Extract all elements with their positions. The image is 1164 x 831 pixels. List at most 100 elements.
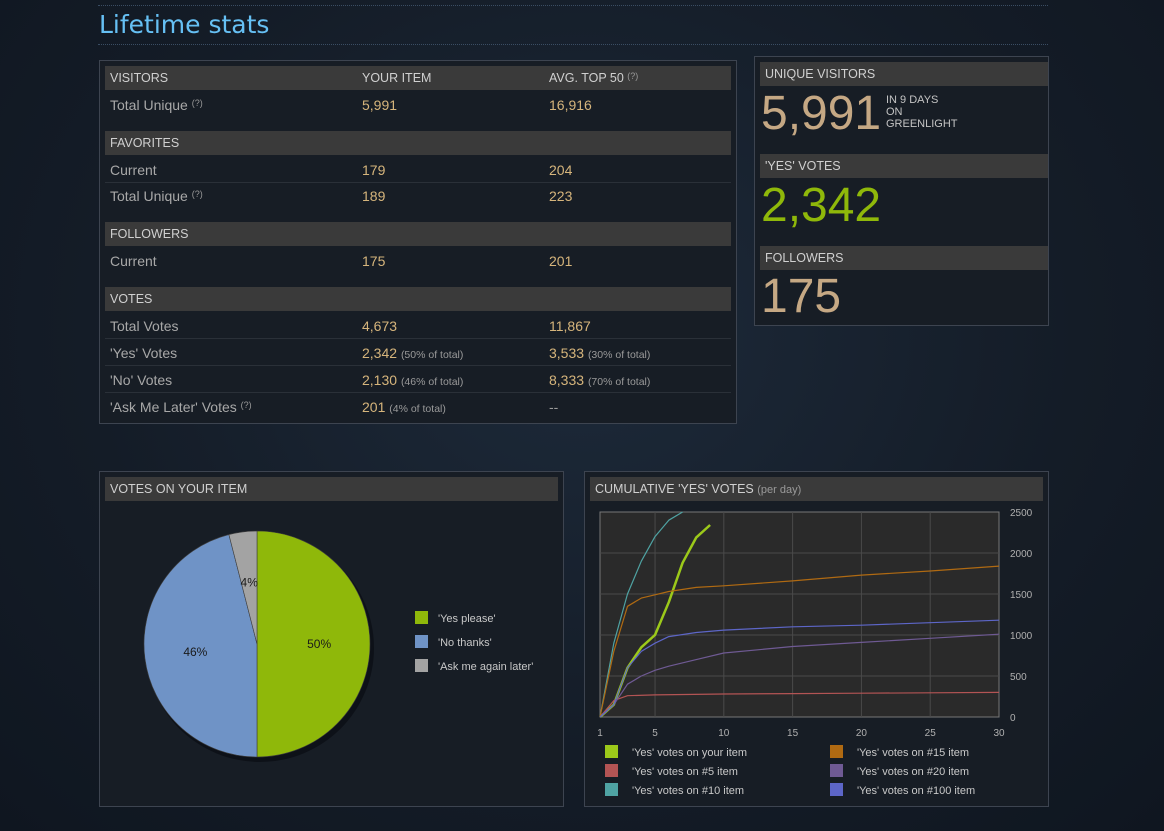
avg-value: -- bbox=[549, 399, 559, 415]
line-chart-panel: CUMULATIVE 'YES' VOTES (per day) 0 500 100… bbox=[584, 471, 1049, 807]
followers-value: 175 bbox=[761, 270, 842, 323]
row-label: Current bbox=[110, 162, 157, 178]
x-tick-label: 10 bbox=[718, 728, 730, 739]
series-line bbox=[599, 633, 1000, 718]
your-item-value: 4,673 bbox=[362, 318, 398, 334]
legend-swatch bbox=[830, 764, 843, 777]
row-label: Current bbox=[110, 253, 157, 269]
pie-slice-label: 50% bbox=[307, 637, 331, 651]
table-row: Total Unique (?) 5,991 16,916 bbox=[105, 92, 731, 118]
avg-top50-header: AVG. TOP 50 (?) bbox=[549, 71, 639, 85]
pie-chart-title: VOTES ON YOUR ITEM bbox=[105, 477, 558, 501]
your-item-value: 179 bbox=[362, 162, 386, 178]
your-item-value: 5,991 bbox=[362, 97, 398, 113]
unique-visitors-note: IN 9 DAYS ON GREENLIGHT bbox=[886, 94, 958, 130]
pie-chart-panel: VOTES ON YOUR ITEM 50% 46% 4% 'Yes please' '… bbox=[99, 471, 564, 807]
row-label: Total Votes bbox=[110, 318, 179, 334]
legend-label: 'Yes' votes on #20 item bbox=[857, 766, 969, 778]
row-label: Total Unique bbox=[110, 97, 188, 113]
pie-slice-label: 46% bbox=[183, 645, 207, 659]
help-link[interactable]: (?) bbox=[191, 98, 203, 108]
series-line bbox=[599, 565, 1000, 718]
votes-header: VOTES bbox=[105, 287, 731, 311]
x-tick-label: 5 bbox=[652, 728, 658, 739]
unique-visitors-value: 5,991 bbox=[761, 87, 882, 140]
pie-slice-label: 4% bbox=[241, 575, 259, 589]
line-chart-title: CUMULATIVE 'YES' VOTES (per day) bbox=[590, 477, 1043, 501]
percent-note: (50% of total) bbox=[400, 349, 464, 361]
legend-label: 'No thanks' bbox=[438, 637, 492, 649]
y-tick-label: 500 bbox=[1010, 672, 1027, 683]
legend-swatch bbox=[605, 783, 618, 796]
table-row: 'Yes' Votes 2,342 (50% of total) 3,533 (… bbox=[105, 340, 731, 366]
visitors-header: VISITORS YOUR ITEM AVG. TOP 50 (?) bbox=[105, 66, 731, 90]
table-row: 'Ask Me Later' Votes (?) 201 (4% of tota… bbox=[105, 394, 731, 420]
your-item-header: YOUR ITEM bbox=[362, 71, 432, 85]
plot-area bbox=[599, 511, 1000, 718]
your-item-value: 2,130 bbox=[362, 372, 398, 388]
your-item-value: 2,342 bbox=[362, 345, 398, 361]
avg-value: 223 bbox=[549, 188, 573, 204]
legend-label: 'Yes' votes on #15 item bbox=[857, 747, 969, 759]
yes-votes-value: 2,342 bbox=[761, 179, 882, 232]
percent-note: (30% of total) bbox=[587, 349, 651, 361]
x-tick-label: 30 bbox=[993, 728, 1005, 739]
help-link[interactable]: (?) bbox=[191, 189, 203, 199]
table-row: Current 175 201 bbox=[105, 248, 731, 274]
avg-value: 11,867 bbox=[549, 318, 591, 334]
table-row: 'No' Votes 2,130 (46% of total) 8,333 (7… bbox=[105, 367, 731, 393]
row-label: 'Ask Me Later' Votes bbox=[110, 399, 237, 415]
x-tick-label: 25 bbox=[925, 728, 937, 739]
page-title: Lifetime stats bbox=[99, 10, 270, 39]
followers-header: FOLLOWERS bbox=[105, 222, 731, 246]
series-line bbox=[599, 691, 1000, 718]
x-tick-label: 20 bbox=[856, 728, 868, 739]
visitors-header-label: VISITORS bbox=[110, 71, 169, 85]
legend-label: 'Yes' votes on #10 item bbox=[632, 785, 744, 797]
y-tick-label: 1000 bbox=[1010, 631, 1033, 642]
legend-swatch bbox=[605, 764, 618, 777]
y-tick-label: 1500 bbox=[1010, 590, 1033, 601]
legend-swatch bbox=[415, 611, 428, 624]
legend-swatch bbox=[605, 745, 618, 758]
title-divider bbox=[98, 44, 1048, 45]
legend-swatch bbox=[830, 745, 843, 758]
followers-summary-header: FOLLOWERS bbox=[760, 246, 1048, 270]
series-line bbox=[599, 511, 683, 718]
help-link[interactable]: (?) bbox=[240, 400, 252, 410]
avg-value: 3,533 bbox=[549, 345, 585, 361]
x-tick-label: 15 bbox=[787, 728, 799, 739]
legend-label: 'Yes' votes on #5 item bbox=[632, 766, 738, 778]
table-row: Total Unique (?) 189 223 bbox=[105, 183, 731, 209]
percent-note: (70% of total) bbox=[587, 376, 651, 388]
row-label: 'Yes' Votes bbox=[110, 345, 178, 361]
avg-value: 16,916 bbox=[549, 97, 592, 113]
top-divider bbox=[98, 5, 1048, 6]
unique-visitors-header: UNIQUE VISITORS bbox=[760, 62, 1048, 86]
percent-note: (46% of total) bbox=[400, 376, 464, 388]
y-tick-label: 2500 bbox=[1010, 508, 1033, 519]
legend-label: 'Yes' votes on your item bbox=[632, 747, 747, 759]
your-item-value: 201 bbox=[362, 399, 386, 415]
row-label: Total Unique bbox=[110, 188, 188, 204]
avg-value: 8,333 bbox=[549, 372, 585, 388]
pie-slice bbox=[256, 530, 371, 758]
avg-value: 204 bbox=[549, 162, 573, 178]
legend-swatch bbox=[415, 659, 428, 672]
yes-votes-header: 'YES' VOTES bbox=[760, 154, 1048, 178]
pie-slice bbox=[143, 534, 258, 758]
favorites-header: FAVORITES bbox=[105, 131, 731, 155]
pie-slice bbox=[228, 530, 258, 645]
your-item-value: 175 bbox=[362, 253, 386, 269]
summary-panel: UNIQUE VISITORS 5,991 IN 9 DAYS ON GREEN… bbox=[754, 56, 1049, 326]
stats-table-panel: VISITORS YOUR ITEM AVG. TOP 50 (?) Total… bbox=[99, 60, 737, 424]
table-row: Current 179 204 bbox=[105, 157, 731, 183]
row-label: 'No' Votes bbox=[110, 372, 173, 388]
pie-chart: 50% 46% 4% 'Yes please' 'No thanks' 'Ask me a… bbox=[143, 530, 533, 762]
x-tick-label: 1 bbox=[597, 728, 603, 739]
y-tick-label: 2000 bbox=[1010, 549, 1033, 560]
legend-swatch bbox=[830, 783, 843, 796]
legend-label: 'Ask me again later' bbox=[438, 661, 533, 673]
table-row: Total Votes 4,673 11,867 bbox=[105, 313, 731, 339]
y-tick-label: 0 bbox=[1010, 713, 1016, 724]
